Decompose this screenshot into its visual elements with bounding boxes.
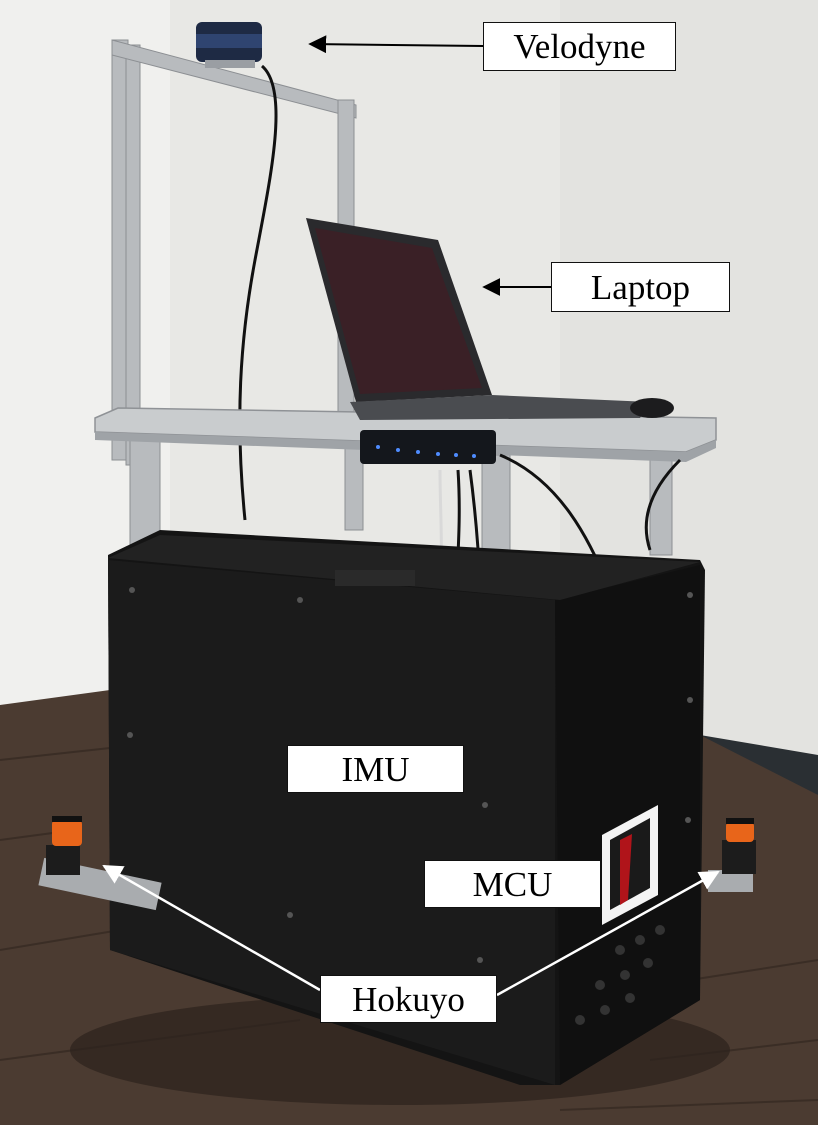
velodyne-label: Velodyne: [483, 22, 676, 71]
laptop-label: Laptop: [551, 262, 730, 312]
mcu-label: MCU: [424, 860, 601, 908]
usb-hub: [360, 430, 496, 464]
hokuyo-label: Hokuyo: [320, 975, 497, 1023]
imu-label: IMU: [287, 745, 464, 793]
velodyne-lidar: [196, 22, 262, 68]
laptop: [306, 218, 674, 420]
